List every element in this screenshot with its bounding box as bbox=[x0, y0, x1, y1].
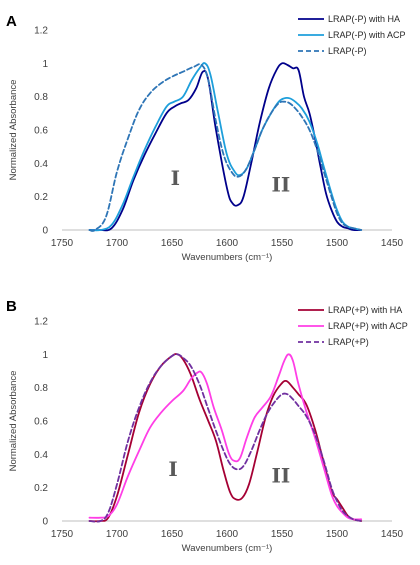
y-tick-label: 0 bbox=[42, 226, 48, 237]
series-line-1 bbox=[88, 62, 363, 232]
legend-label: LRAP(+P) bbox=[328, 337, 369, 347]
x-tick-label: 1550 bbox=[271, 238, 294, 249]
series-line-2 bbox=[88, 62, 363, 232]
series-line-1 bbox=[88, 353, 363, 523]
y-tick-label: 1 bbox=[42, 350, 48, 361]
x-tick-label: 1650 bbox=[161, 238, 184, 249]
x-tick-label: 1700 bbox=[106, 529, 129, 540]
y-axis-label: Normalized Absorbance bbox=[8, 80, 19, 181]
series-line-3 bbox=[88, 63, 363, 232]
x-tick-label: 1600 bbox=[216, 238, 239, 249]
series-line-3 bbox=[88, 353, 363, 523]
legend: LRAP(-P) with HA LRAP(-P) with ACP LRAP(-P… bbox=[298, 14, 406, 56]
x-tick-label: 1700 bbox=[106, 238, 129, 249]
x-tick-label: 1750 bbox=[51, 238, 74, 249]
y-tick-label: 0.6 bbox=[34, 126, 48, 137]
panel-letter: B bbox=[6, 298, 17, 315]
x-tick-label: 1450 bbox=[381, 238, 404, 249]
region-annotation: I bbox=[168, 457, 177, 481]
y-axis-label: Normalized Absorbance bbox=[8, 371, 19, 472]
x-axis-label: Wavenumbers (cm⁻¹) bbox=[182, 252, 273, 263]
x-axis-label: Wavenumbers (cm⁻¹) bbox=[182, 543, 273, 554]
y-tick-label: 0 bbox=[42, 517, 48, 528]
region-annotation: II bbox=[272, 173, 291, 197]
series-line-2 bbox=[88, 353, 363, 521]
legend-label: LRAP(-P) bbox=[328, 46, 367, 56]
y-tick-label: 0.2 bbox=[34, 483, 48, 494]
chart-panel-b: B 0 0.2 0.4 0.6 0.8 1 1.2 1750 1700 1650 1600 1550 15… bbox=[6, 298, 408, 554]
chart-panel-a: A 0 0.2 0.4 0.6 0.8 1 1.2 1750 1700 1650 1600 1550 15… bbox=[6, 13, 406, 263]
x-tick-label: 1550 bbox=[271, 529, 294, 540]
x-tick-label: 1500 bbox=[326, 529, 349, 540]
panel-letter: A bbox=[6, 13, 17, 30]
x-tick-label: 1750 bbox=[51, 529, 74, 540]
x-tick-label: 1500 bbox=[326, 238, 349, 249]
x-tick-label: 1650 bbox=[161, 529, 184, 540]
y-tick-label: 1.2 bbox=[34, 26, 48, 37]
legend-label: LRAP(-P) with ACP bbox=[328, 30, 406, 40]
x-tick-label: 1600 bbox=[216, 529, 239, 540]
y-tick-label: 0.4 bbox=[34, 450, 48, 461]
y-tick-label: 0.6 bbox=[34, 417, 48, 428]
legend-label: LRAP(+P) with HA bbox=[328, 305, 402, 315]
region-annotation: II bbox=[272, 464, 291, 488]
y-tick-label: 1.2 bbox=[34, 317, 48, 328]
legend-label: LRAP(+P) with ACP bbox=[328, 321, 408, 331]
y-tick-label: 0.4 bbox=[34, 159, 48, 170]
y-tick-label: 1 bbox=[42, 59, 48, 70]
y-tick-label: 0.8 bbox=[34, 92, 48, 103]
y-tick-label: 0.8 bbox=[34, 383, 48, 394]
legend-label: LRAP(-P) with HA bbox=[328, 14, 400, 24]
legend: LRAP(+P) with HA LRAP(+P) with ACP LRAP(+P… bbox=[298, 305, 408, 347]
x-tick-label: 1450 bbox=[381, 529, 404, 540]
y-tick-label: 0.2 bbox=[34, 192, 48, 203]
region-annotation: I bbox=[171, 166, 180, 190]
